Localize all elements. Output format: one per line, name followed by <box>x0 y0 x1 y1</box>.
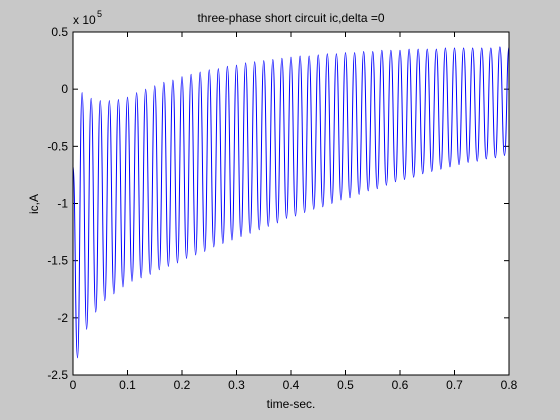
axes-box <box>72 31 510 376</box>
x-tick-label: 0.7 <box>446 378 463 392</box>
x-tick-label: 0 <box>70 378 77 392</box>
x-tick-label: 0.4 <box>283 378 300 392</box>
y-axis-label: ic,A <box>27 194 41 214</box>
y-tick-label: -2 <box>57 311 68 325</box>
chart-title: three-phase short circuit ic,delta =0 <box>197 11 384 25</box>
x-tick-label: 0.2 <box>174 378 191 392</box>
y-tick-label: -1 <box>57 197 68 211</box>
y-multiplier: x 10 <box>73 13 96 27</box>
y-tick-label: -1.5 <box>47 254 68 268</box>
x-tick-label: 0.3 <box>228 378 245 392</box>
y-multiplier-exponent: 5 <box>97 9 102 19</box>
x-tick-label: 0.1 <box>119 378 136 392</box>
x-tick-label: 0.5 <box>337 378 354 392</box>
x-tick-label: 0.6 <box>392 378 409 392</box>
y-tick-label: 0 <box>61 82 68 96</box>
data-line <box>72 46 510 359</box>
y-tick-label: 0.5 <box>51 25 68 39</box>
x-axis-label: time-sec. <box>267 397 316 411</box>
x-tick-label: 0.8 <box>501 378 518 392</box>
y-tick-label: -2.5 <box>47 368 68 382</box>
y-tick-label: -0.5 <box>47 139 68 153</box>
